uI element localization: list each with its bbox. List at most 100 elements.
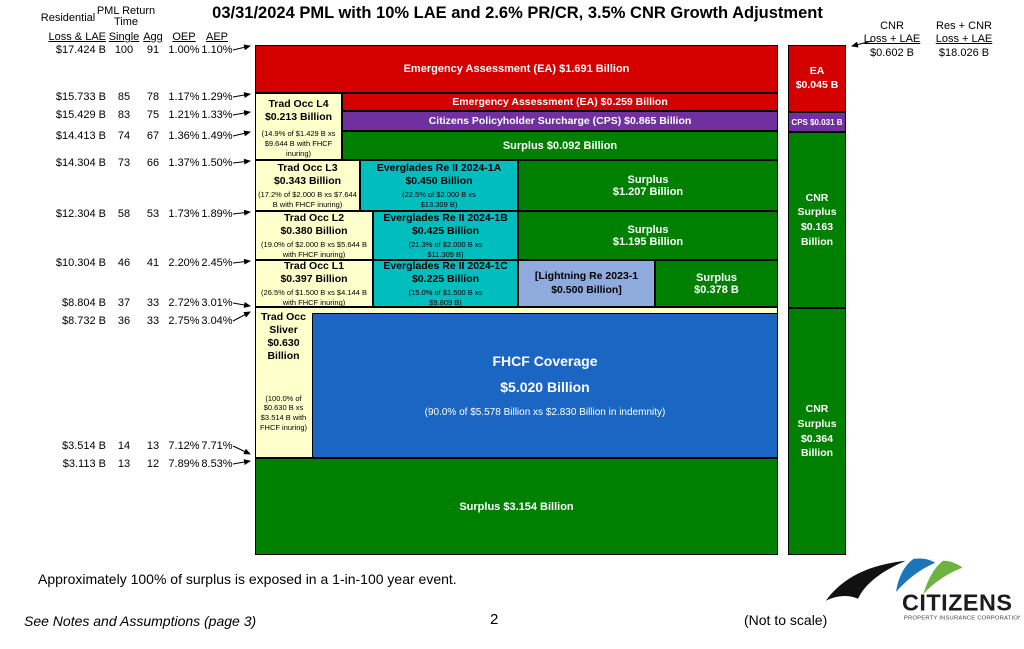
cnr-ea-line2: $0.045 B — [795, 78, 839, 91]
cnr-column-surplus-2: CNR Surplus $0.364 Billion — [788, 308, 846, 555]
surplus-378-line1: Surplus — [696, 271, 737, 284]
table-cell: 1.17% — [168, 91, 200, 103]
table-cell: $8.804 B — [61, 297, 106, 309]
res-cnr-col-header: Res + CNR — [936, 20, 992, 32]
table-cell: 14 — [117, 440, 131, 452]
not-to-scale-text: (Not to scale) — [744, 612, 828, 628]
table-cell: 12 — [146, 458, 160, 470]
table-cell: 1.10% — [201, 44, 233, 56]
table-cell: 37 — [117, 297, 131, 309]
surplus-1195-line2: $1.195 Billion — [612, 235, 684, 248]
layer-surplus-1195: Surplus $1.195 Billion — [518, 211, 778, 260]
trad-occ-l1-note: (26.5% of $1.500 B xs $4.144 B with FHCF… — [261, 287, 367, 307]
pml-table-group-header-residential: Residential — [40, 12, 96, 24]
table-cell: 7.71% — [201, 440, 233, 452]
table-cell: 1.29% — [201, 91, 233, 103]
surplus-3154-label: Surplus $3.154 Billion — [459, 500, 574, 513]
page-title: 03/31/2024 PML with 10% LAE and 2.6% PR/… — [212, 4, 823, 22]
cnr-surplus-1-label: CNR Surplus $0.163 Billion — [797, 191, 837, 248]
trad-occ-l3-title: Trad Occ L3 — [277, 161, 338, 174]
trad-occ-l1-value: $0.397 Billion — [280, 272, 348, 285]
table-cell: $17.424 B — [55, 44, 106, 56]
table-row: $12.304 B 58 53 1.73% 1.89% — [30, 208, 242, 220]
everglades-1a-note: (22.5% of $2.000 B xs $13.309 B) — [402, 189, 476, 209]
res-cnr-loss-lae-value: $18.026 B — [938, 47, 990, 59]
table-cell: 2.45% — [201, 257, 233, 269]
table-cell: $3.113 B — [62, 458, 106, 470]
table-row: $17.424 B 100 91 1.00% 1.10% — [30, 44, 242, 56]
table-cell: 58 — [117, 208, 131, 220]
trad-occ-l2-value: $0.380 Billion — [280, 224, 348, 237]
layer-surplus-092-label: Surplus $0.092 Billion — [502, 139, 618, 152]
logo-swoosh-black — [825, 560, 906, 601]
everglades-1c-note: (15.0% of $1.500 B xs $9.809 B) — [408, 287, 483, 307]
layer-everglades-1a: Everglades Re II 2024-1A $0.450 Billion … — [360, 160, 518, 211]
table-cell: $15.733 B — [55, 91, 106, 103]
trad-occ-l3-note: (17.2% of $2.000 B xs $7.644 B with FHCF… — [258, 189, 357, 209]
everglades-1c-title: Everglades Re II 2024-1C — [383, 259, 508, 272]
everglades-1a-title: Everglades Re II 2024-1A — [376, 161, 502, 174]
trad-occ-sliver-value: $0.630 Billion — [267, 337, 300, 363]
table-cell: 1.89% — [201, 208, 233, 220]
table-cell: 100 — [114, 44, 134, 56]
cnr-column-ea: EA $0.045 B — [788, 45, 846, 112]
table-cell: 1.33% — [201, 109, 233, 121]
table-cell: 53 — [146, 208, 160, 220]
col-header-aep: AEP — [205, 31, 228, 43]
table-row: $10.304 B 46 41 2.20% 2.45% — [30, 257, 242, 269]
cnr-column-cps: CPS $0.031 B — [788, 112, 846, 132]
table-cell: 1.49% — [201, 130, 233, 142]
layer-surplus-378: Surplus $0.378 B — [655, 260, 778, 307]
table-cell: 1.36% — [168, 130, 200, 142]
table-cell: $8.732 B — [61, 315, 106, 327]
layer-surplus-092: Surplus $0.092 Billion — [342, 131, 778, 160]
logo-tagline: PROPERTY INSURANCE CORPORATION — [904, 615, 1020, 621]
table-cell: $12.304 B — [55, 208, 106, 220]
table-cell: 1.00% — [168, 44, 200, 56]
fhcf-value: $5.020 Billion — [500, 379, 590, 395]
layer-cps: Citizens Policyholder Surcharge (CPS) $0… — [342, 111, 778, 131]
surplus-1207-line2: $1.207 Billion — [612, 185, 684, 198]
layer-ea-second-label: Emergency Assessment (EA) $0.259 Billion — [452, 96, 668, 108]
layer-trad-occ-l1: Trad Occ L1 $0.397 Billion (26.5% of $1.… — [255, 260, 373, 307]
logo-swoosh-blue — [896, 558, 936, 592]
table-cell: 13 — [146, 440, 160, 452]
table-cell: 66 — [146, 157, 160, 169]
table-cell: 2.20% — [168, 257, 200, 269]
table-row: $8.732 B 36 33 2.75% 3.04% — [30, 315, 242, 327]
table-cell: 3.04% — [201, 315, 233, 327]
table-row: $15.429 B 83 75 1.21% 1.33% — [30, 109, 242, 121]
table-cell: 2.75% — [168, 315, 200, 327]
table-cell: 2.72% — [168, 297, 200, 309]
layer-surplus-3154: Surplus $3.154 Billion — [255, 458, 778, 555]
cnr-col-subheader: Loss + LAE — [863, 33, 921, 45]
pml-table-header-row: Loss & LAE Single Agg OEP AEP — [30, 31, 242, 43]
trad-occ-l4-value: $0.213 Billion — [264, 111, 333, 124]
logo-swoosh-green — [923, 560, 963, 594]
table-row: $3.514 B 14 13 7.12% 7.71% — [30, 440, 242, 452]
fhcf-note: (90.0% of $5.578 Billion xs $2.830 Billi… — [424, 407, 666, 418]
table-row: $14.304 B 73 66 1.37% 1.50% — [30, 157, 242, 169]
layer-ea-second: Emergency Assessment (EA) $0.259 Billion — [342, 93, 778, 111]
lightning-re-line2: $0.500 Billion] — [551, 283, 622, 296]
trad-occ-sliver-title: Trad Occ Sliver — [261, 311, 306, 337]
citizens-logo: CITIZENS PROPERTY INSURANCE CORPORATION — [825, 558, 1020, 621]
trad-occ-l3-value: $0.343 Billion — [273, 174, 342, 187]
cnr-cps-label: CPS $0.031 B — [791, 117, 843, 127]
cnr-col-header: CNR — [880, 20, 904, 32]
layer-everglades-1b: Everglades Re II 2024-1B $0.425 Billion … — [373, 211, 518, 260]
table-cell: 7.12% — [168, 440, 200, 452]
everglades-1c-value: $0.225 Billion — [411, 272, 480, 285]
table-cell: $3.514 B — [61, 440, 106, 452]
trad-occ-l2-title: Trad Occ L2 — [283, 211, 345, 224]
everglades-1b-value: $0.425 Billion — [411, 224, 480, 237]
layer-ea-main: Emergency Assessment (EA) $1.691 Billion — [255, 45, 778, 93]
table-cell: $14.304 B — [55, 157, 106, 169]
page-number: 2 — [490, 611, 499, 628]
table-cell: 33 — [146, 315, 160, 327]
table-cell: 85 — [117, 91, 131, 103]
cnr-loss-lae-value: $0.602 B — [869, 47, 915, 59]
layer-trad-occ-l2: Trad Occ L2 $0.380 Billion (19.0% of $2.… — [255, 211, 373, 260]
table-cell: 33 — [146, 297, 160, 309]
